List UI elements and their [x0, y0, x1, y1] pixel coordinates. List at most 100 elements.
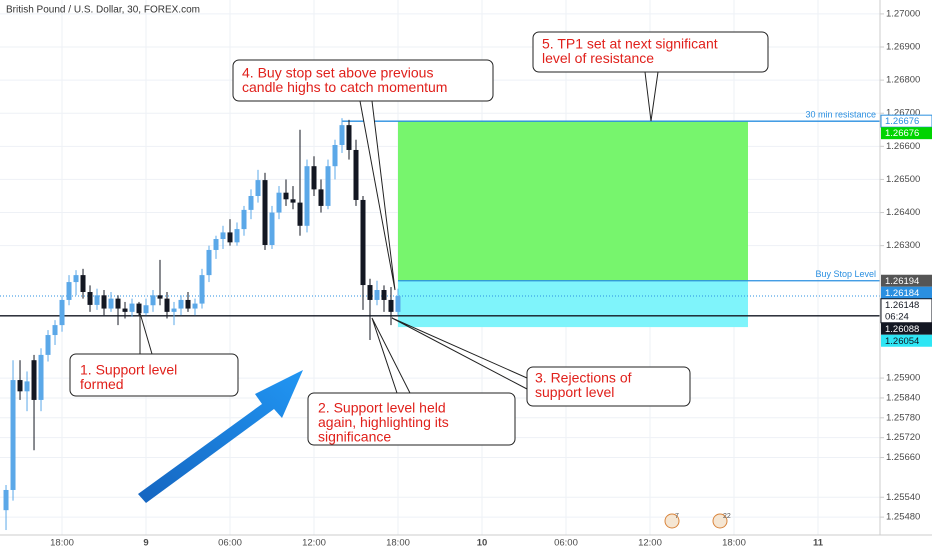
- annotation-text: 5. TP1 set at next significant: [542, 36, 718, 52]
- candle-body: [262, 180, 268, 245]
- candle-body: [66, 282, 72, 300]
- x-tick-label: 11: [813, 538, 824, 549]
- candle-body: [150, 295, 156, 306]
- event-label: 7: [675, 513, 679, 520]
- y-tick-label: 1.25660: [886, 452, 920, 463]
- candle-body: [276, 192, 282, 213]
- price-label-box: [881, 322, 932, 335]
- candle-body: [122, 308, 128, 312]
- candle-body: [318, 189, 324, 206]
- grid: [0, 0, 880, 535]
- event-label: 22: [723, 513, 731, 520]
- candle-body: [129, 303, 135, 312]
- zone: [398, 121, 748, 281]
- y-tick-label: 1.26400: [886, 207, 920, 218]
- annotation-text: formed: [80, 376, 124, 392]
- annotation-text: candle highs to catch momentum: [242, 79, 447, 95]
- candle-body: [339, 125, 345, 146]
- x-tick-label: 06:00: [218, 538, 242, 549]
- y-tick-label: 1.25540: [886, 492, 920, 503]
- price-label-box: [881, 334, 932, 347]
- candle-body: [360, 199, 366, 286]
- candle-body: [304, 166, 310, 226]
- candle-body: [395, 295, 401, 312]
- y-tick-label: 1.26800: [886, 75, 920, 86]
- candle-body: [17, 380, 23, 392]
- candle-body: [381, 290, 387, 300]
- y-tick-label: 1.25900: [886, 373, 920, 384]
- candle-body: [52, 325, 58, 336]
- price-label-box: [881, 274, 932, 287]
- candle-body: [73, 275, 79, 283]
- candle-body: [227, 232, 233, 243]
- annotation-text: 4. Buy stop set above previous: [242, 65, 433, 81]
- y-tick-label: 1.27000: [886, 8, 920, 19]
- candle-body: [388, 299, 394, 312]
- candle-body: [206, 249, 212, 276]
- candle-body: [38, 354, 44, 400]
- annotation-text: support level: [535, 384, 614, 400]
- price-label-box: [881, 286, 932, 299]
- annotation-text: 1. Support level: [80, 362, 177, 378]
- event-icon: [664, 513, 680, 529]
- x-tick-label: 12:00: [638, 538, 662, 549]
- candle-body: [115, 298, 121, 309]
- candle-body: [108, 298, 114, 309]
- event-icon: [712, 513, 728, 529]
- price-label: 1.26088: [885, 324, 919, 335]
- price-label: 1.26676: [885, 128, 919, 139]
- price-label: 1.26194: [885, 276, 919, 287]
- candle-body: [185, 299, 191, 309]
- candle-body: [94, 295, 100, 305]
- levels: 30 min resistance Buy Stop Level: [0, 110, 880, 317]
- candle-body: [234, 229, 240, 243]
- candle-body: [192, 303, 198, 309]
- y-tick-label: 1.26500: [886, 174, 920, 185]
- y-tick-label: 1.26600: [886, 141, 920, 152]
- zones: [398, 121, 748, 328]
- price-label: 1.26054: [885, 336, 919, 347]
- callouts: [69, 31, 769, 446]
- x-tick-label: 18:00: [50, 538, 74, 549]
- candle-body: [10, 380, 16, 490]
- y-tick-label: 1.25720: [886, 432, 920, 443]
- x-tick-label: 06:00: [554, 538, 578, 549]
- candle-body: [3, 489, 9, 511]
- price-label: 1.26148: [885, 300, 919, 311]
- y-tick-label: 1.26300: [886, 240, 920, 251]
- y-tick-label: 1.26700: [886, 108, 920, 119]
- candle-body: [87, 291, 93, 305]
- chart-title: British Pound / U.S. Dollar, 30, FOREX.c…: [6, 5, 200, 16]
- candle-body: [374, 290, 380, 300]
- candle-body: [353, 149, 359, 200]
- zone: [398, 280, 748, 328]
- price-label-box: [881, 127, 932, 140]
- level-label: Buy Stop Level: [815, 269, 876, 279]
- annotation-text: significance: [318, 429, 391, 445]
- candle-body: [213, 239, 219, 250]
- candle-body: [269, 212, 275, 245]
- x-tick-label: 12:00: [302, 538, 326, 549]
- y-tick-label: 1.25780: [886, 412, 920, 423]
- y-tick-label: 1.25480: [886, 512, 920, 523]
- candle-body: [178, 299, 184, 309]
- candle-body: [367, 285, 373, 300]
- candle-body: [45, 335, 51, 355]
- candle-body: [297, 202, 303, 226]
- level-label: 30 min resistance: [805, 110, 876, 120]
- candle-body: [157, 295, 163, 299]
- x-tick-label: 18:00: [386, 538, 410, 549]
- candle-body: [136, 303, 142, 314]
- candle-body: [171, 308, 177, 312]
- candle-body: [290, 199, 296, 203]
- candle-body: [325, 166, 331, 206]
- candle-body: [241, 209, 247, 230]
- axes: 1.27000 1.26900 1.26800 1.26700 1.26600 1.265…: [50, 8, 932, 549]
- arrow: [138, 370, 303, 503]
- candle-body: [80, 275, 86, 292]
- candle-body: [143, 305, 149, 314]
- candle-body: [164, 298, 170, 312]
- candle-body: [283, 192, 289, 200]
